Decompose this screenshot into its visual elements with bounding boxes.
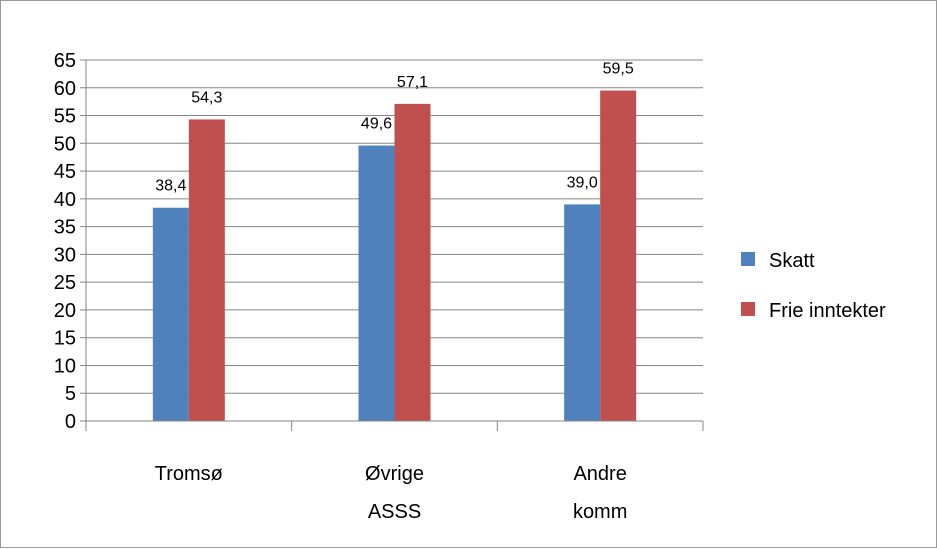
axes: 0 5 10 15 20 25 30 35 40 45 50 55 60 65 Tromsø Øvrige AS… (54, 50, 704, 523)
y-tick-label: 60 (54, 78, 76, 100)
data-label: 57,1 (397, 74, 428, 91)
x-tick-label: ASSS (368, 501, 421, 523)
y-tick-label: 10 (54, 355, 76, 377)
x-tick-label: komm (573, 501, 627, 523)
y-tick-label: 65 (54, 50, 76, 72)
y-tick-label: 5 (65, 383, 76, 405)
y-tick-label: 55 (54, 106, 76, 128)
x-tick-label: Andre (573, 463, 626, 485)
y-tick-label: 25 (54, 272, 76, 294)
bar-frie-inntekter (600, 90, 637, 422)
y-tick-label: 15 (54, 328, 76, 350)
y-tick-label: 20 (54, 300, 76, 322)
data-label: 59,5 (603, 61, 634, 78)
legend-swatch (741, 302, 755, 316)
y-tick-label: 35 (54, 217, 76, 239)
bar-frie-inntekter (394, 103, 431, 422)
x-tick-label: Øvrige (365, 463, 424, 485)
x-tick-label: Tromsø (155, 463, 223, 485)
legend-label: Frie inntekter (769, 300, 886, 322)
bar-skatt (564, 204, 601, 421)
y-tick-label: 50 (54, 133, 76, 155)
data-label: 49,6 (361, 116, 392, 133)
legend-label: Skatt (769, 250, 815, 272)
y-tick-label: 30 (54, 244, 76, 266)
data-labels: 38,4 54,3 49,6 57,1 39,0 59,5 (155, 61, 634, 195)
y-tick-label: 45 (54, 161, 76, 183)
legend-swatch (741, 252, 755, 266)
legend: Skatt Frie inntekter (741, 250, 886, 322)
bars (152, 90, 637, 422)
bar-frie-inntekter (188, 119, 225, 422)
data-label: 39,0 (567, 174, 598, 191)
data-label: 38,4 (155, 178, 186, 195)
bar-skatt (358, 145, 395, 421)
y-tick-label: 0 (65, 411, 76, 433)
bar-skatt (152, 207, 189, 421)
data-label: 54,3 (191, 89, 222, 106)
y-tick-label: 40 (54, 189, 76, 211)
